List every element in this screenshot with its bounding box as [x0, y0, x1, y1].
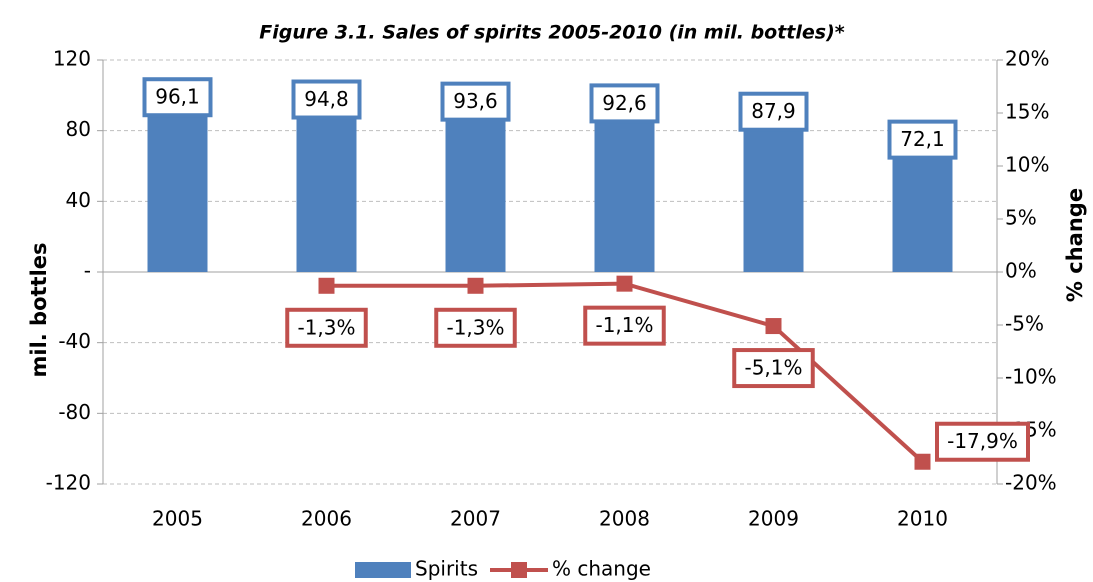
y2-tick-label: 0%	[1005, 259, 1037, 283]
line-marker	[467, 277, 484, 294]
line-marker	[765, 318, 782, 335]
y2-tick-label: -5%	[1005, 312, 1044, 336]
bar-label-box	[291, 79, 362, 120]
bar	[594, 108, 655, 272]
bar	[445, 106, 506, 272]
x-tick-label: 2008	[599, 507, 650, 531]
y2-tick-label: -10%	[1005, 365, 1057, 389]
y-tick-label: -120	[46, 471, 91, 495]
y-tick-label: 80	[66, 117, 91, 141]
line-marker	[318, 277, 335, 294]
y-tick-label: 120	[53, 47, 91, 71]
y2-tick-label: 10%	[1005, 153, 1049, 177]
y2-tick-label: -20%	[1005, 471, 1057, 495]
line-label: -1,3%	[297, 315, 355, 339]
line-label: -17,9%	[947, 429, 1018, 453]
line-label-box	[935, 421, 1030, 462]
legend-swatch-marker	[511, 562, 527, 578]
bar-label: 72,1	[900, 127, 945, 151]
x-tick-label: 2006	[301, 507, 352, 531]
bar-label-box	[887, 119, 958, 160]
bar-label: 94,8	[304, 87, 349, 111]
x-tick-label: 2005	[152, 507, 203, 531]
y-tick-label: -	[84, 259, 91, 283]
y2-tick-label: 20%	[1005, 47, 1049, 71]
line-marker	[914, 453, 931, 470]
y-tick-label: -80	[58, 400, 91, 424]
y2-axis-title: % change	[1063, 188, 1087, 302]
x-tick-label: 2007	[450, 507, 501, 531]
x-tick-label: 2010	[897, 507, 948, 531]
line-label-box	[285, 307, 368, 348]
x-tick-label: 2009	[748, 507, 799, 531]
y2-tick-label: 5%	[1005, 206, 1037, 230]
line-label-box	[434, 307, 517, 348]
legend-label: Spirits	[415, 557, 478, 581]
legend-label: % change	[552, 557, 651, 581]
bar-label-box	[738, 91, 809, 132]
y2-tick-label: 15%	[1005, 100, 1049, 124]
bar	[296, 104, 357, 273]
line-label: -1,3%	[446, 315, 504, 339]
y-axis-title: mil. bottles	[27, 242, 51, 377]
bar-label: 93,6	[453, 89, 498, 113]
line-label: -5,1%	[744, 356, 802, 380]
line-marker	[616, 275, 633, 292]
bar	[743, 116, 804, 273]
bar-label: 87,9	[751, 99, 796, 123]
line-label-box	[732, 348, 815, 389]
y-tick-label: -40	[58, 329, 91, 353]
bar	[892, 144, 953, 272]
line-label: -1,1%	[595, 313, 653, 337]
bar-label: 92,6	[602, 91, 647, 115]
bar-label-box	[589, 83, 660, 124]
legend-swatch	[355, 562, 411, 578]
y-tick-label: 40	[66, 188, 91, 212]
bar	[147, 102, 208, 273]
chart-title: Figure 3.1. Sales of spirits 2005-2010 (…	[259, 22, 845, 44]
bar-label-box	[142, 77, 213, 118]
bar-label: 96,1	[155, 85, 200, 109]
bar-label-box	[440, 81, 511, 122]
line-label-box	[583, 305, 666, 346]
